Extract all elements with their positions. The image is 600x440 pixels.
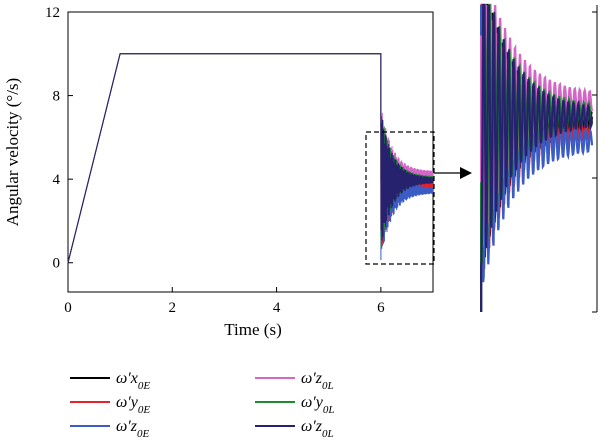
series-line — [67, 53, 434, 263]
series-line — [67, 53, 434, 263]
legend-label: ω′z0E — [116, 418, 150, 440]
x-tick-label: 6 — [377, 300, 385, 316]
inset-ticks — [592, 11, 597, 313]
plot-frame — [67, 11, 434, 293]
inset-series-line — [480, 3, 594, 312]
x-tick-label: 0 — [64, 300, 72, 316]
legend-label: ω′y0E — [116, 394, 150, 416]
inset-plot-area — [480, 3, 594, 312]
series-line — [67, 53, 434, 263]
x-tick-label: 4 — [273, 300, 281, 316]
x-axis-label: Time (s) — [224, 320, 281, 339]
series-line — [67, 53, 434, 263]
legend-label: ω′z0L — [301, 370, 334, 392]
zoom-box — [365, 131, 435, 265]
series-line — [67, 53, 434, 263]
series-line — [67, 53, 434, 263]
zoom-arrow-head — [460, 167, 472, 179]
y-axis-label: Angular velocity (°/s) — [3, 78, 22, 226]
y-tick-label: 4 — [53, 172, 61, 188]
y-tick-label: 12 — [45, 5, 60, 21]
y-tick-label: 0 — [53, 256, 61, 272]
main-plot-area — [67, 53, 434, 263]
legend-label: ω′x0E — [116, 370, 150, 392]
x-tick-label: 2 — [169, 300, 177, 316]
y-tick-label: 8 — [53, 89, 61, 105]
axis-ticks: 0 2 4 6 0 4 8 12 — [45, 5, 385, 316]
legend-label: ω′y0L — [301, 394, 335, 416]
legend-label: ω′z0L — [301, 418, 334, 440]
